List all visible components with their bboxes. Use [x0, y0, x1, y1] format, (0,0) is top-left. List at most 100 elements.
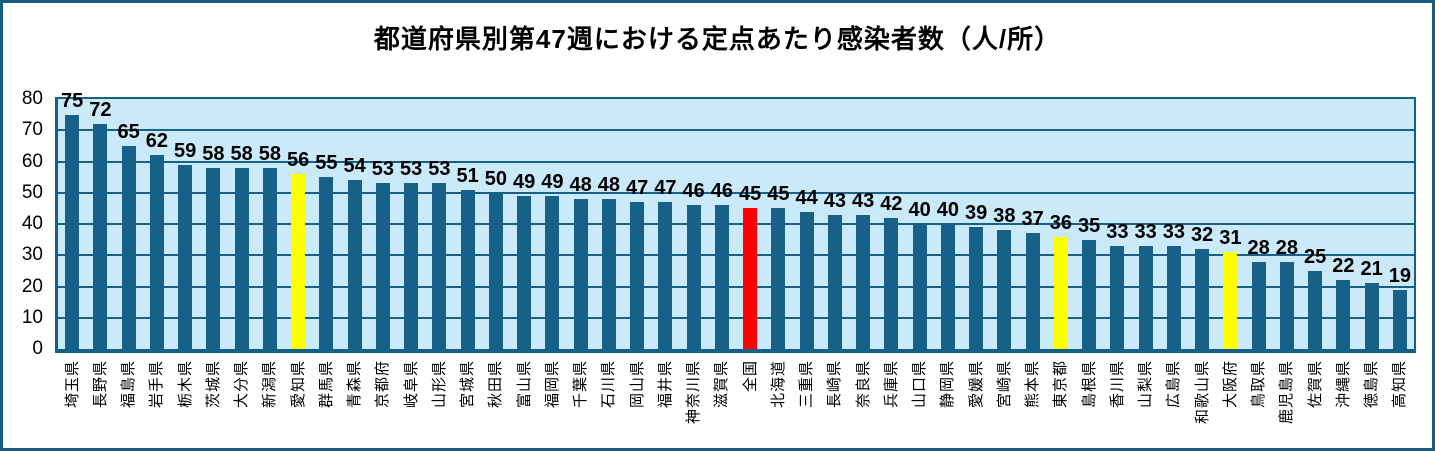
bar-石川県	[601, 199, 616, 349]
bar-value-label: 40	[936, 199, 959, 221]
y-tick-label: 70	[21, 119, 43, 141]
x-category-label: 山口県	[911, 360, 929, 409]
bar-愛知県	[291, 174, 306, 349]
bar-value-label: 58	[258, 142, 281, 165]
bar-山口県	[912, 224, 927, 349]
x-category-label: 福井県	[656, 360, 674, 409]
x-category-label: 山梨県	[1137, 360, 1155, 409]
bar-全国	[743, 208, 758, 349]
bar-value-label: 58	[202, 142, 225, 165]
gridline	[58, 223, 1414, 225]
bar-滋賀県	[714, 205, 729, 349]
bar-value-label: 54	[343, 155, 366, 178]
bar-東京都	[1053, 236, 1068, 349]
bar-大阪府	[1223, 252, 1238, 349]
x-category-label: 神奈川県	[685, 360, 703, 425]
x-category-label: 群馬県	[317, 360, 335, 409]
x-category-label: 秋田県	[487, 360, 505, 409]
x-category-label: 愛媛県	[967, 360, 985, 409]
bar-value-label: 48	[597, 174, 620, 196]
bar-静岡県	[940, 224, 955, 349]
gridline	[58, 129, 1414, 132]
bar-茨城県	[206, 167, 221, 349]
bar-value-label: 45	[767, 183, 790, 206]
bar-value-label: 55	[315, 152, 338, 175]
x-category-label: 千葉県	[572, 360, 590, 409]
bar-value-label: 44	[795, 186, 818, 209]
x-axis-labels: 埼玉県 長野県 福島県 岩手県 栃木県 茨城県 大分県 新潟県 愛知県 群馬県 青森県 京都府 岐阜県山…	[3, 3, 1432, 448]
x-category-label: 石川県	[600, 360, 618, 409]
x-category-label: 新潟県	[261, 360, 279, 409]
bar-value-label: 32	[1191, 224, 1214, 246]
x-category-label: 栃木県	[176, 360, 194, 409]
y-tick-label: 0	[32, 338, 43, 359]
bar-長崎県	[827, 214, 842, 349]
bar-value-label: 42	[880, 192, 903, 215]
bar-value-label: 43	[823, 189, 846, 212]
bar-value-label: 31	[1219, 227, 1242, 250]
bar-宮崎県	[997, 230, 1012, 349]
bar-徳島県	[1364, 283, 1379, 349]
bar-value-label: 28	[1247, 236, 1270, 259]
bar-value-label: 65	[117, 120, 140, 143]
bar-value-label: 43	[852, 189, 875, 212]
bar-value-label: 36	[1049, 211, 1072, 234]
x-category-label: 広島県	[1165, 360, 1183, 409]
bar-value-label: 49	[513, 170, 536, 193]
bar-神奈川県	[686, 205, 701, 349]
y-tick-label: 10	[21, 306, 43, 328]
bar-value-label: 19	[1388, 264, 1411, 287]
bar-秋田県	[488, 192, 503, 349]
y-tick-label: 30	[21, 244, 43, 266]
bar-value-label: 46	[682, 180, 705, 203]
x-category-label: 埼玉県	[63, 360, 81, 409]
x-category-label: 岐阜県	[402, 360, 420, 409]
x-category-label: 奈良県	[854, 360, 872, 409]
bar-value-label: 48	[569, 174, 592, 196]
x-category-label: 香川県	[1108, 360, 1126, 409]
bar-宮城県	[460, 189, 475, 349]
bar-value-label: 25	[1304, 245, 1327, 268]
x-category-label: 富山県	[515, 360, 533, 409]
bar-value-label: 75	[61, 89, 84, 112]
x-category-label: 京都府	[374, 360, 392, 409]
bar-北海道	[771, 208, 786, 349]
bar-value-label: 72	[89, 99, 112, 121]
x-category-label: 大分県	[233, 360, 251, 409]
x-category-label: 長野県	[91, 360, 109, 409]
bar-熊本県	[1025, 233, 1040, 349]
x-category-label: 滋賀県	[713, 360, 731, 409]
bar-value-label: 28	[1275, 236, 1298, 259]
x-category-label: 福島県	[120, 360, 138, 409]
bar-value-label: 46	[710, 180, 733, 203]
bar-島根県	[1082, 239, 1097, 349]
y-tick-label: 50	[21, 181, 43, 203]
x-category-label: 愛知県	[289, 360, 307, 409]
bar-value-label: 53	[400, 158, 423, 181]
bar-新潟県	[262, 167, 277, 349]
x-category-label: 島根県	[1080, 360, 1098, 409]
bar-value-label: 56	[287, 149, 310, 171]
bar-埼玉県	[65, 114, 80, 349]
bar-群馬県	[319, 177, 334, 349]
x-category-label: 佐賀県	[1306, 360, 1324, 409]
x-category-label: 長崎県	[826, 360, 844, 409]
bar-value-label: 47	[654, 177, 677, 200]
x-category-label: 宮城県	[459, 360, 477, 409]
bar-value-label: 21	[1360, 258, 1383, 281]
bar-奈良県	[856, 214, 871, 349]
bar-高知県	[1392, 289, 1407, 349]
bar-愛媛県	[969, 227, 984, 349]
bar-value-label: 45	[739, 183, 762, 206]
bar-value-label: 33	[1106, 220, 1129, 243]
bar-岐阜県	[404, 183, 419, 349]
bar-広島県	[1166, 245, 1181, 349]
gridline	[58, 254, 1414, 257]
bar-value-label: 53	[371, 158, 394, 181]
x-category-label: 岩手県	[148, 360, 166, 409]
bar-富山県	[517, 195, 532, 349]
bar-福島県	[121, 145, 136, 349]
bar-value-label: 50	[484, 167, 507, 190]
x-category-label: 三重県	[798, 360, 816, 409]
bar-福井県	[658, 202, 673, 349]
